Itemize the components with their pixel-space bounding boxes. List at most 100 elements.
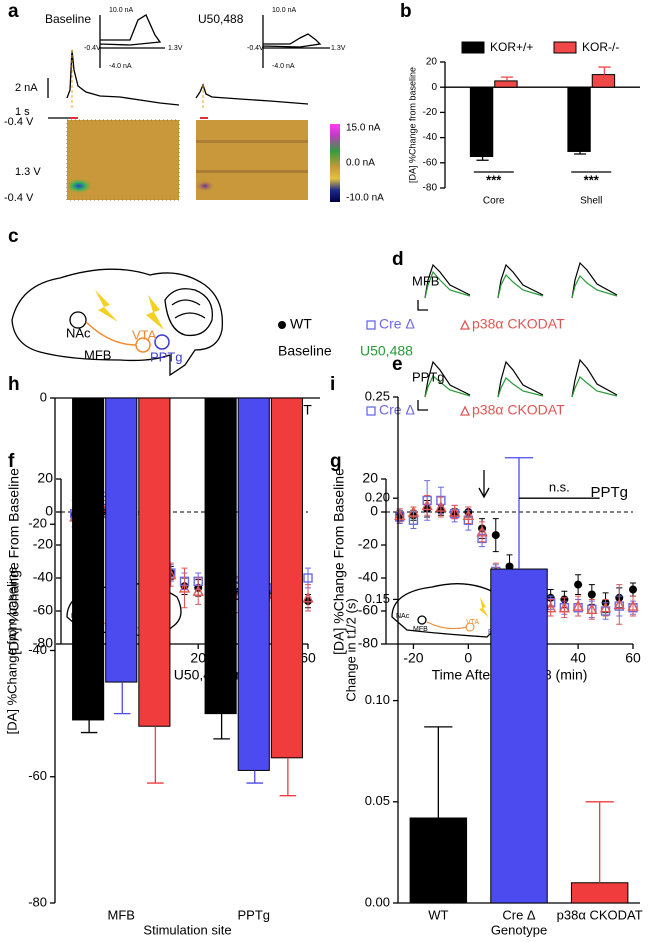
bar: [469, 86, 494, 157]
potential-label: 1.3 V: [15, 166, 41, 178]
legend-label: Cre Δ: [379, 316, 415, 332]
y-axis-label: [DA] %Change from baseline: [4, 567, 19, 735]
heatmap-peak: [195, 180, 215, 192]
error-bar: [561, 597, 568, 619]
y-tick-label: -20: [33, 536, 53, 552]
region-label: MFB: [84, 347, 111, 362]
inset-label: VTA: [466, 619, 479, 626]
panel-letter: e: [392, 354, 403, 375]
condition-label: Baseline: [45, 12, 91, 26]
error-bar: [479, 521, 486, 543]
scale-label: 1 s: [15, 106, 30, 118]
y-tick-label: 0: [45, 503, 53, 519]
colorbar: [330, 124, 340, 202]
x-tick-label: WT: [428, 907, 448, 922]
error-bar: [279, 757, 297, 797]
legend-swatch: [461, 41, 485, 54]
error-bar: [113, 682, 131, 715]
y-tick-label: -60: [358, 602, 378, 618]
inset-label: -0.4V: [247, 45, 264, 52]
data-point: [629, 585, 637, 594]
legend-marker: [366, 406, 376, 416]
legend-label: KOR-/-: [582, 40, 619, 54]
y-tick-label: 0.10: [365, 692, 390, 707]
trace: [571, 261, 618, 299]
x-tick-label: p38α CKODAT: [557, 907, 643, 922]
scale-bar: [417, 300, 428, 411]
data-point: [587, 590, 596, 599]
panel-de-traces: [278, 261, 618, 416]
y-tick-label: 0.00: [365, 894, 390, 909]
legend-marker: [278, 321, 286, 329]
pathway: [85, 321, 137, 346]
region-label: PPTg: [150, 349, 183, 364]
brain-outline: [11, 268, 224, 377]
bar: [567, 86, 591, 152]
sig-label: n.s.: [549, 480, 570, 495]
panel-letter: f: [8, 451, 15, 472]
inset-label: -0.4V: [84, 45, 101, 52]
trace: [571, 376, 618, 398]
x-tick-label: Shell: [580, 196, 602, 207]
cv-inset: [99, 14, 165, 68]
trace: [571, 358, 618, 398]
inset-label: 10.0 nA: [109, 7, 133, 14]
data-point: [421, 499, 433, 511]
inset-label: MFB: [413, 626, 428, 633]
panel-letter: i: [330, 374, 335, 395]
data-point: [599, 601, 612, 613]
legend-label: p38α CKODAT: [472, 402, 565, 418]
x-tick-label: 60: [300, 650, 316, 666]
nac: [69, 311, 87, 329]
inset-pathway: [426, 621, 468, 630]
trace: [497, 273, 544, 299]
data-point: [435, 501, 447, 512]
data-point: [574, 580, 583, 589]
y-tick-label: -80: [33, 635, 53, 651]
y-tick-label: -40: [423, 132, 438, 143]
y-tick-label: 0.05: [365, 793, 390, 808]
inset-vta: [465, 622, 475, 632]
y-tick-label: 0.15: [365, 591, 390, 606]
data-point: [613, 598, 625, 610]
y-tick-label: -40: [33, 569, 53, 585]
y-axis-label: Change in t1/2 (s): [343, 598, 358, 701]
colorbar-label: -10.0 nA: [346, 193, 384, 204]
data-point: [178, 581, 191, 593]
cerebellum: [164, 288, 214, 337]
trace: [497, 263, 544, 299]
data-point: [407, 506, 420, 517]
sig-label: ***: [584, 172, 600, 187]
panel-letter: d: [392, 249, 404, 270]
y-axis-label: [DA] %Change From Baseline: [6, 468, 22, 655]
data-point: [505, 562, 514, 571]
stim-bolt: [95, 290, 118, 322]
pptg: [154, 334, 170, 350]
chart-label: PPTg: [590, 484, 628, 501]
x-tick-label: Core: [483, 196, 505, 207]
y-tick-label: -80: [28, 894, 47, 909]
panel-letter: c: [8, 226, 19, 247]
legend-marker: [459, 405, 471, 416]
trace: [424, 263, 471, 299]
bar: [204, 397, 237, 715]
region-label: VTA: [132, 327, 157, 342]
error-bar: [573, 151, 587, 155]
bar: [490, 568, 548, 904]
error-bar: [80, 719, 98, 734]
y-tick-label: 0: [40, 389, 47, 404]
legend-label: p38α CKODAT: [472, 316, 565, 332]
data-point: [572, 600, 584, 611]
panel-letter: g: [330, 451, 342, 472]
panel-title: PPTg: [412, 369, 445, 384]
error-bar: [437, 496, 444, 518]
sig-label: ***: [486, 172, 502, 187]
trace: [497, 360, 544, 398]
bar: [237, 397, 270, 771]
data-point: [476, 525, 488, 537]
y-tick-label: -60: [33, 602, 53, 618]
trace: [424, 270, 471, 299]
bar: [570, 882, 629, 904]
error-bar: [476, 156, 489, 161]
inset-nac: [417, 615, 427, 625]
